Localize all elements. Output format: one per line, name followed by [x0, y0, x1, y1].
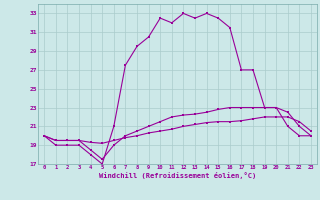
X-axis label: Windchill (Refroidissement éolien,°C): Windchill (Refroidissement éolien,°C) [99, 172, 256, 179]
